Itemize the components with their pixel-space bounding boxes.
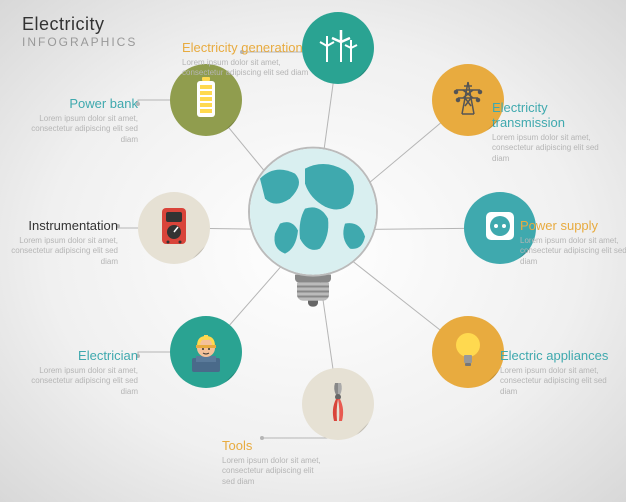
appliances-label: Electric appliances Lorem ipsum dolor sit…	[500, 348, 620, 397]
wind-turbines-icon	[316, 24, 360, 73]
power-bank-label: Power bank Lorem ipsum dolor sit amet, co…	[18, 96, 138, 145]
title-main: Electricity	[22, 14, 105, 34]
pliers-icon	[323, 381, 353, 428]
electrician-title: Electrician	[18, 348, 138, 363]
appliances-title: Electric appliances	[500, 348, 620, 363]
tools-desc: Lorem ipsum dolor sit amet, consectetur …	[222, 456, 322, 487]
globe-circle	[248, 147, 378, 277]
socket-icon	[482, 208, 518, 249]
instrument-desc: Lorem ipsum dolor sit amet, consectetur …	[0, 236, 118, 267]
instrument-node	[138, 192, 210, 264]
electrician-node	[170, 316, 242, 388]
center-globe-bulb	[243, 147, 383, 327]
tools-title: Tools	[222, 438, 322, 453]
meter-icon	[158, 206, 190, 251]
electrician-label: Electrician Lorem ipsum dolor sit amet, c…	[18, 348, 138, 397]
appliances-desc: Lorem ipsum dolor sit amet, consectetur …	[500, 366, 620, 397]
bulb-base	[293, 275, 333, 307]
title-subtitle: INFOGRAPHICS	[22, 35, 137, 49]
generation-label: Electricity generationLorem ipsum dolor …	[182, 40, 322, 79]
electrician-desc: Lorem ipsum dolor sit amet, consectetur …	[18, 366, 138, 397]
transmission-label: Electricity transmissionLorem ipsum dolo…	[492, 100, 612, 164]
power-bank-title: Power bank	[18, 96, 138, 111]
instrument-title: Instrumentation	[0, 218, 118, 233]
appliances-node	[432, 316, 504, 388]
worker-icon	[184, 328, 228, 377]
instrument-label: Instrumentation Lorem ipsum dolor sit ame…	[0, 218, 118, 267]
page-title: Electricity INFOGRAPHICS	[22, 14, 137, 49]
power-supply-title: Power supply	[520, 218, 626, 233]
generation-title: Electricity generation	[182, 40, 322, 55]
battery-icon	[194, 77, 218, 124]
tools-label: Tools Lorem ipsum dolor sit amet, consect…	[222, 438, 322, 487]
power-bank-desc: Lorem ipsum dolor sit amet, consectetur …	[18, 114, 138, 145]
tools-node	[302, 368, 374, 440]
bulb-icon	[450, 330, 486, 375]
transmission-title: Electricity transmission	[492, 100, 612, 130]
transmission-desc: Lorem ipsum dolor sit amet, consectetur …	[492, 133, 612, 164]
pylon-icon	[448, 78, 488, 123]
